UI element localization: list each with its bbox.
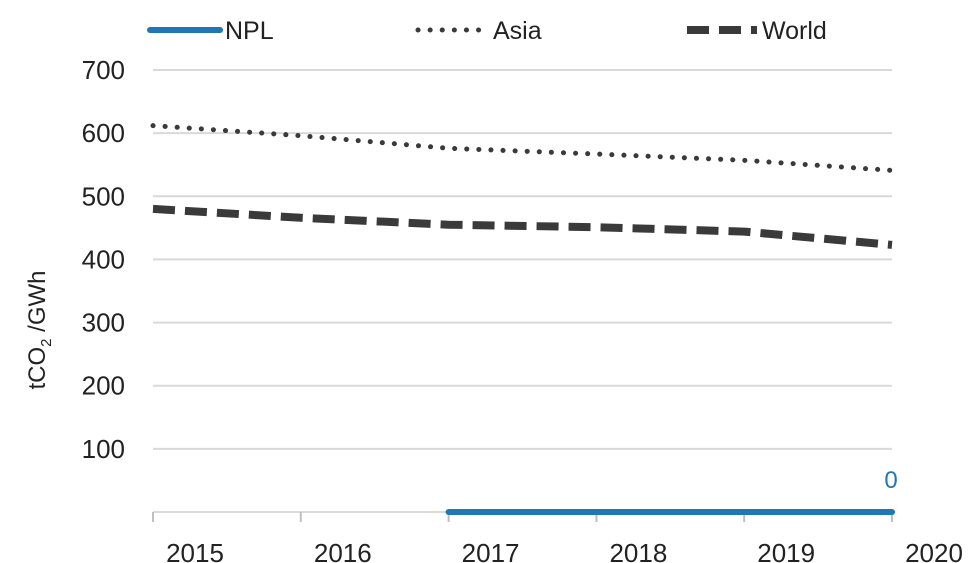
legend-item-asia: Asia [415,17,542,45]
y-axis-title-subscript: 2 [38,339,55,347]
y-tick-label: 100 [82,434,125,464]
x-tick-label: 2015 [166,538,224,563]
data-labels: 0 [884,467,897,494]
x-tick-label: 2020 [905,538,963,563]
y-axis-title-suffix: /GWh [24,270,51,338]
y-tick-label: 600 [82,118,125,148]
x-tick-label: 2019 [757,538,815,563]
x-axis: 2015 2016 2017 2018 2019 2020 [152,511,963,563]
series-asia-line [150,123,895,173]
y-tick-label: 400 [82,244,125,274]
legend-label: Asia [493,17,542,45]
legend-item-world: World [687,17,827,45]
legend-item-npl: NPL [147,17,274,45]
legend-label: NPL [225,17,274,45]
x-tick-label: 2016 [314,538,372,563]
series-lines [150,123,895,515]
legend-label: World [762,17,827,45]
series-world-line [152,204,893,249]
y-tick-label: 700 [82,55,125,85]
y-tick-label: 200 [82,371,125,401]
y-axis-title: tCO2 /GWh [24,270,55,389]
y-tick-label: 500 [82,181,125,211]
y-axis-title-main: tCO [24,347,51,390]
x-tick-label: 2018 [609,538,667,563]
y-axis: 100 200 300 400 500 600 700 [82,55,125,464]
x-tick-label: 2017 [462,538,520,563]
gridlines [153,69,892,450]
data-label-npl: 0 [884,467,897,494]
legend: NPL Asia World [147,17,827,45]
y-tick-label: 300 [82,308,125,338]
